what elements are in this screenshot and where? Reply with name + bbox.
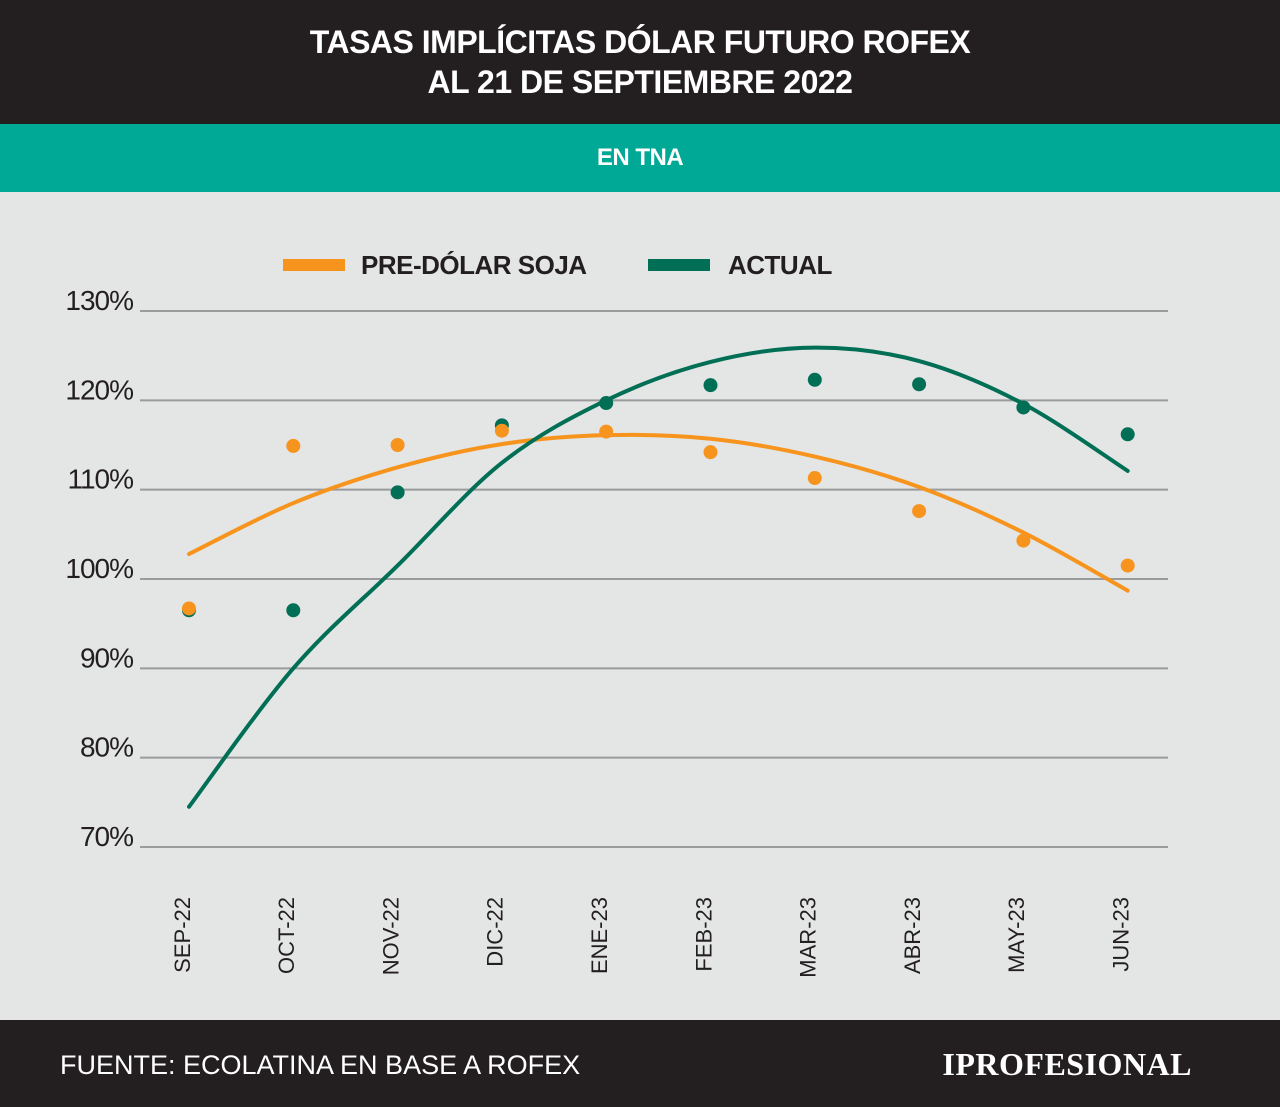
legend-label: ACTUAL xyxy=(728,250,832,280)
data-point-pre-dolar-soja xyxy=(390,438,405,452)
data-point-pre-dolar-soja xyxy=(182,601,196,616)
data-point-pre-dolar-soja xyxy=(286,438,301,453)
y-axis: 130% 120% 110% 100% 90% 80% 70% xyxy=(65,285,134,852)
source-note: FUENTE: ECOLATINA EN BASE A ROFEX xyxy=(60,1050,581,1080)
x-tick-label: JUN-23 xyxy=(1109,897,1134,972)
grid-lines xyxy=(140,310,1168,848)
footer: FUENTE: ECOLATINA EN BASE A ROFEX IPROFE… xyxy=(0,1020,1280,1107)
brand-logo: IPROFESIONAL xyxy=(942,1046,1192,1082)
data-point-actual xyxy=(1120,427,1135,442)
data-point-pre-dolar-soja xyxy=(1120,558,1135,573)
x-tick-label: MAR-23 xyxy=(796,897,821,978)
x-tick-label: FEB-23 xyxy=(691,897,716,972)
trend-line-pre-dolar-soja xyxy=(187,432,1130,593)
x-tick-label: SEP-22 xyxy=(170,897,195,973)
trend-line-actual xyxy=(187,345,1130,809)
y-tick-label: 110% xyxy=(67,464,133,495)
chart-area: PRE-DÓLAR SOJA ACTUAL 130% 120% 110% 100% 90%… xyxy=(65,250,1168,978)
legend-swatch xyxy=(648,259,710,271)
x-tick-label: OCT-22 xyxy=(274,897,299,974)
chart-subtitle: EN TNA xyxy=(0,124,1280,192)
data-point-actual xyxy=(703,378,718,393)
trend-lines xyxy=(187,345,1130,809)
data-point-actual xyxy=(599,396,614,411)
data-point-pre-dolar-soja xyxy=(1016,533,1031,548)
data-point-pre-dolar-soja xyxy=(599,424,614,439)
x-tick-label: MAY-23 xyxy=(1004,897,1029,973)
y-tick-label: 120% xyxy=(65,374,133,405)
chart-header: TASAS IMPLÍCITAS DÓLAR FUTURO ROFEX AL 2… xyxy=(0,0,1280,124)
data-point-actual xyxy=(1016,400,1031,415)
data-point-pre-dolar-soja xyxy=(912,504,927,519)
x-tick-label: ABR-23 xyxy=(900,897,925,974)
legend-label: PRE-DÓLAR SOJA xyxy=(361,250,587,280)
data-points xyxy=(182,372,1135,618)
x-tick-label: ENE-23 xyxy=(587,897,612,974)
data-point-actual xyxy=(286,603,301,618)
data-point-pre-dolar-soja xyxy=(703,445,718,460)
data-point-actual xyxy=(807,372,822,387)
data-point-actual xyxy=(390,485,405,500)
legend-swatch xyxy=(283,259,345,271)
y-tick-label: 130% xyxy=(65,285,133,316)
y-tick-label: 70% xyxy=(80,821,133,852)
legend: PRE-DÓLAR SOJA ACTUAL xyxy=(283,250,833,280)
data-point-pre-dolar-soja xyxy=(494,423,509,438)
data-point-actual xyxy=(912,377,927,392)
chart-title-line2: AL 21 DE SEPTIEMBRE 2022 xyxy=(427,64,853,100)
x-axis: SEP-22 OCT-22 NOV-22 DIC-22 ENE-23 FEB-23 MAR-… xyxy=(170,897,1134,978)
y-tick-label: 100% xyxy=(65,553,133,584)
chart-title-line1: TASAS IMPLÍCITAS DÓLAR FUTURO ROFEX xyxy=(309,24,971,60)
x-tick-label: NOV-22 xyxy=(378,897,403,975)
x-tick-label: DIC-22 xyxy=(483,897,508,967)
y-tick-label: 90% xyxy=(80,642,133,673)
y-tick-label: 80% xyxy=(80,732,133,763)
data-point-pre-dolar-soja xyxy=(807,471,822,486)
